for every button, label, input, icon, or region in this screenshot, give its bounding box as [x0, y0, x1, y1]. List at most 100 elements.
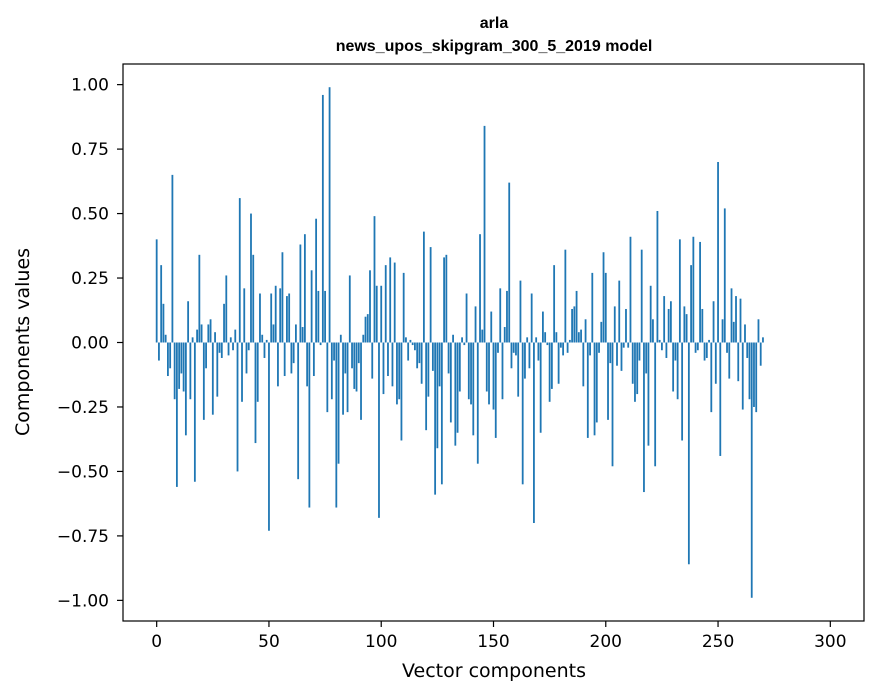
bar-164 — [524, 342, 526, 379]
plot-frame — [122, 63, 865, 622]
bar-51 — [270, 293, 273, 343]
bar-198 — [600, 321, 603, 343]
bar-174 — [546, 342, 549, 346]
bar-66 — [303, 234, 306, 343]
x-tick-label: 150 — [477, 632, 509, 652]
bar-237 — [687, 342, 690, 565]
bar-14 — [187, 301, 190, 343]
bar-45 — [256, 342, 259, 402]
bar-223 — [656, 210, 659, 343]
bar-26 — [214, 332, 216, 343]
bar-172 — [542, 311, 544, 343]
bar-4 — [164, 334, 167, 343]
bar-122 — [429, 247, 432, 343]
bar-116 — [416, 342, 419, 369]
bar-47 — [261, 334, 264, 343]
bar-248 — [712, 301, 715, 343]
bar-44 — [254, 342, 257, 444]
bar-119 — [422, 231, 425, 343]
bar-150 — [492, 342, 495, 410]
bar-20 — [200, 324, 203, 343]
bar-180 — [559, 342, 562, 348]
bar-65 — [301, 327, 304, 343]
x-tick-label: 300 — [814, 632, 846, 652]
bar-55 — [279, 288, 282, 343]
bar-28 — [218, 342, 221, 353]
bar-32 — [227, 342, 230, 356]
bar-255 — [728, 342, 731, 379]
bar-217 — [643, 342, 645, 493]
bar-231 — [674, 342, 677, 361]
bar-36 — [236, 342, 239, 472]
bar-149 — [490, 311, 493, 343]
bar-196 — [595, 342, 598, 423]
bar-186 — [573, 306, 576, 343]
bar-121 — [427, 342, 430, 397]
y-tick-label: −0.25 — [57, 398, 109, 418]
bar-125 — [436, 342, 439, 449]
x-tick-label: 250 — [702, 632, 734, 652]
bar-218 — [645, 342, 648, 374]
bar-98 — [375, 285, 378, 343]
x-tick-label: 0 — [151, 632, 162, 652]
y-tick-label: 0.50 — [71, 205, 109, 225]
bar-5 — [167, 342, 169, 377]
bar-182 — [564, 249, 567, 343]
bar-261 — [741, 342, 744, 410]
bar-56 — [281, 252, 284, 343]
bar-224 — [658, 339, 661, 343]
bar-139 — [467, 342, 470, 400]
bar-199 — [602, 252, 605, 343]
bar-82 — [339, 334, 342, 343]
bar-1 — [158, 342, 160, 361]
bar-205 — [616, 342, 618, 366]
bar-104 — [389, 257, 392, 343]
bar-105 — [391, 342, 394, 387]
bar-59 — [288, 293, 291, 343]
y-tick-label: 1.00 — [71, 76, 109, 96]
bar-178 — [555, 332, 558, 343]
bar-127 — [440, 342, 443, 485]
bar-208 — [622, 342, 625, 348]
bar-165 — [526, 337, 529, 343]
bar-62 — [295, 324, 297, 343]
bar-157 — [508, 182, 511, 343]
bar-210 — [627, 342, 630, 348]
chart-title-line-2: news_upos_skipgram_300_5_2019 model — [336, 38, 653, 55]
bar-246 — [708, 339, 710, 343]
bar-173 — [544, 332, 547, 343]
bar-266 — [753, 342, 755, 407]
bar-265 — [750, 342, 753, 598]
bar-140 — [470, 342, 472, 405]
bar-114 — [411, 342, 414, 346]
bar-189 — [580, 329, 582, 343]
bar-38 — [241, 342, 243, 402]
bar-112 — [407, 342, 410, 361]
bar-252 — [721, 319, 724, 343]
bar-40 — [245, 342, 248, 374]
bar-162 — [519, 280, 522, 343]
bar-225 — [661, 342, 663, 351]
bar-245 — [705, 342, 708, 358]
bar-15 — [189, 342, 192, 400]
bar-76 — [326, 342, 329, 413]
bar-77 — [328, 87, 331, 343]
bar-200 — [604, 272, 607, 343]
bar-109 — [400, 342, 403, 441]
bar-250 — [717, 161, 719, 343]
bar-137 — [463, 342, 466, 346]
bar-118 — [420, 342, 423, 384]
bar-175 — [548, 342, 551, 402]
bar-95 — [369, 270, 371, 343]
bar-257 — [732, 321, 735, 343]
bar-234 — [681, 342, 684, 441]
bar-10 — [178, 342, 181, 389]
bar-90 — [357, 342, 360, 364]
bar-230 — [672, 342, 675, 392]
bar-39 — [243, 288, 246, 343]
bar-81 — [337, 342, 340, 464]
bar-251 — [719, 342, 722, 456]
bar-108 — [398, 342, 401, 400]
bar-67 — [306, 342, 309, 387]
bar-9 — [175, 342, 178, 487]
